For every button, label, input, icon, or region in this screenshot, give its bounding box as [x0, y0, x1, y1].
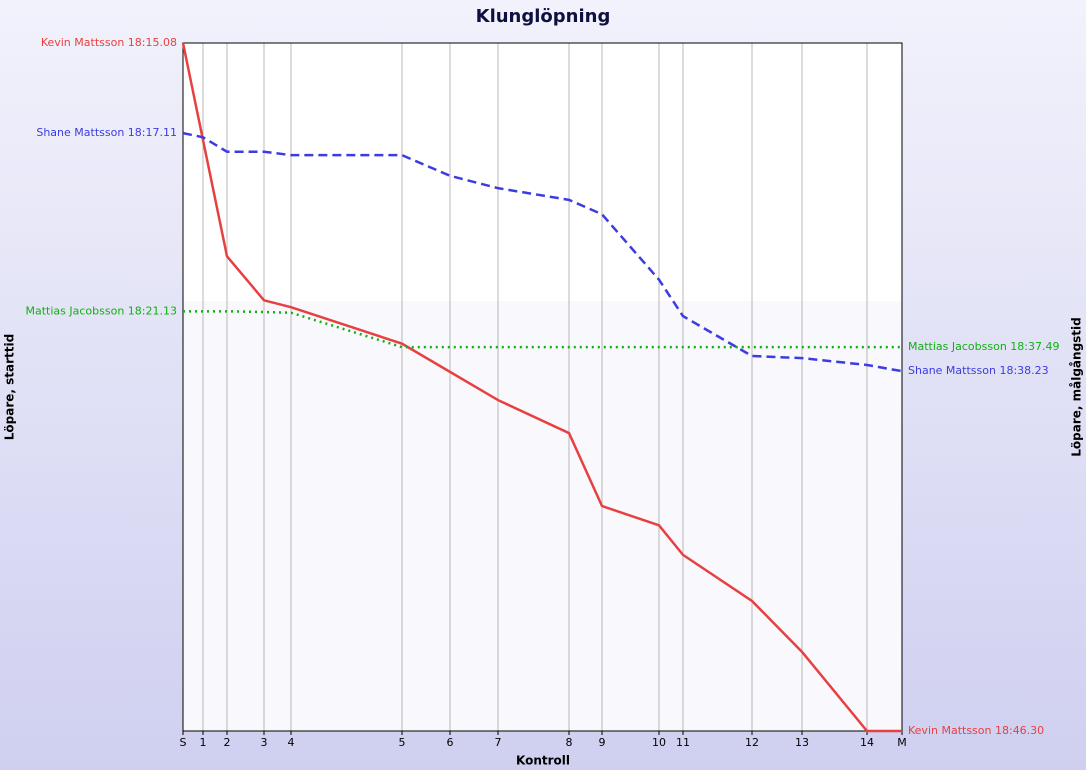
start-label: Kevin Mattsson 18:15.08	[41, 36, 177, 49]
x-tick-label: 11	[676, 736, 690, 749]
x-tick-label: 14	[860, 736, 874, 749]
start-label: Shane Mattsson 18:17.11	[36, 126, 177, 139]
series-line	[183, 310, 902, 349]
x-tick-label: 9	[599, 736, 606, 749]
x-tick-label: 1	[200, 736, 207, 749]
x-tick-label: 12	[745, 736, 759, 749]
chart-title: Klunglöpning	[476, 6, 611, 27]
x-tick-label: 10	[652, 736, 666, 749]
end-label: Mattias Jacobsson 18:37.49	[908, 340, 1059, 353]
end-label: Shane Mattsson 18:38.23	[908, 364, 1049, 377]
x-tick-label: M	[897, 736, 907, 749]
series-line	[181, 42, 902, 733]
x-tick-label: 3	[261, 736, 268, 749]
plot-frame	[182, 42, 903, 732]
x-tick-label: 13	[795, 736, 809, 749]
y2-axis-label: Löpare, målgångstid	[1070, 317, 1084, 457]
x-tick-label: 6	[447, 736, 454, 749]
x-tick-label: 2	[224, 736, 231, 749]
y-axis-label: Löpare, starttid	[3, 334, 17, 440]
x-axis-label: Kontroll	[516, 754, 570, 768]
plot-area-top	[183, 43, 902, 301]
x-tick-label: 8	[566, 736, 573, 749]
x-tick-label: S	[180, 736, 187, 749]
x-tick-label: 4	[288, 736, 295, 749]
x-tick-label: 7	[495, 736, 502, 749]
x-tick-label: 5	[399, 736, 406, 749]
start-label: Mattias Jacobsson 18:21.13	[26, 304, 177, 317]
end-label: Kevin Mattsson 18:46.30	[908, 724, 1044, 737]
